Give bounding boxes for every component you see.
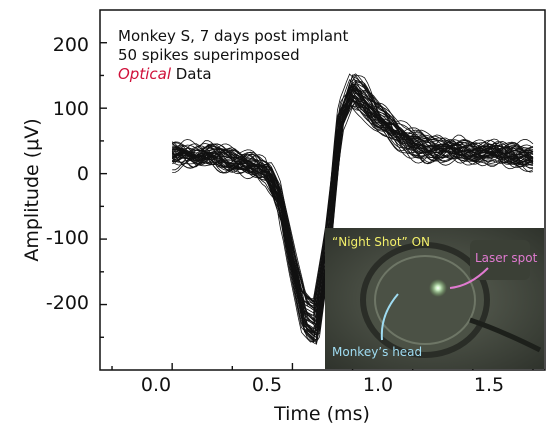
spike-trace [172,87,534,333]
x-tick-label: 1.5 [474,374,504,396]
y-tick-label: -200 [46,292,89,314]
spike-trace [172,85,534,330]
laser-spot-glow [429,279,447,297]
head-rim [374,255,476,345]
spike-trace [172,85,534,336]
x-tick-label: 0.5 [252,374,282,396]
y-axis-label: Amplitude (μV) [21,118,43,261]
spike-traces [171,73,534,345]
inset-title: “Night Shot” ON [332,235,430,249]
spike-trace [172,100,534,305]
spike-trace [172,105,534,302]
monkey-head-label: Monkey’s head [332,345,422,359]
y-tick-label: 0 [77,163,89,185]
annotation-optical: Optical [118,65,172,83]
x-axis-label: Time (ms) [273,403,370,425]
annotation-data: Data [171,65,212,83]
laser-spot-label: Laser spot [475,251,538,265]
laser-arrow [449,267,489,289]
annotation-line-1: Monkey S, 7 days post implant [118,27,349,45]
inset-photo: “Night Shot” ON Laser spot Monkey’s head [325,228,544,369]
cable [469,317,542,353]
x-tick-label: 0.0 [141,374,171,396]
spike-trace [172,74,534,344]
head-arrow [380,293,399,341]
y-tick-label: 200 [53,34,89,56]
spike-trace [171,78,534,314]
annotation-line-2: 50 spikes superimposed [118,46,300,64]
annotation-line-3: Optical Data [118,65,212,83]
y-tick-label: 100 [53,98,89,120]
y-axis-ticks: -200 -100 0 100 200 [46,34,89,314]
spike-trace [171,90,534,321]
monkey-head-shape [360,242,490,358]
x-tick-label: 1.0 [363,374,393,396]
y-tick-label: -100 [46,227,89,249]
x-axis-ticks: 0.0 0.5 1.0 1.5 [141,374,504,396]
spike-trace [172,88,534,326]
